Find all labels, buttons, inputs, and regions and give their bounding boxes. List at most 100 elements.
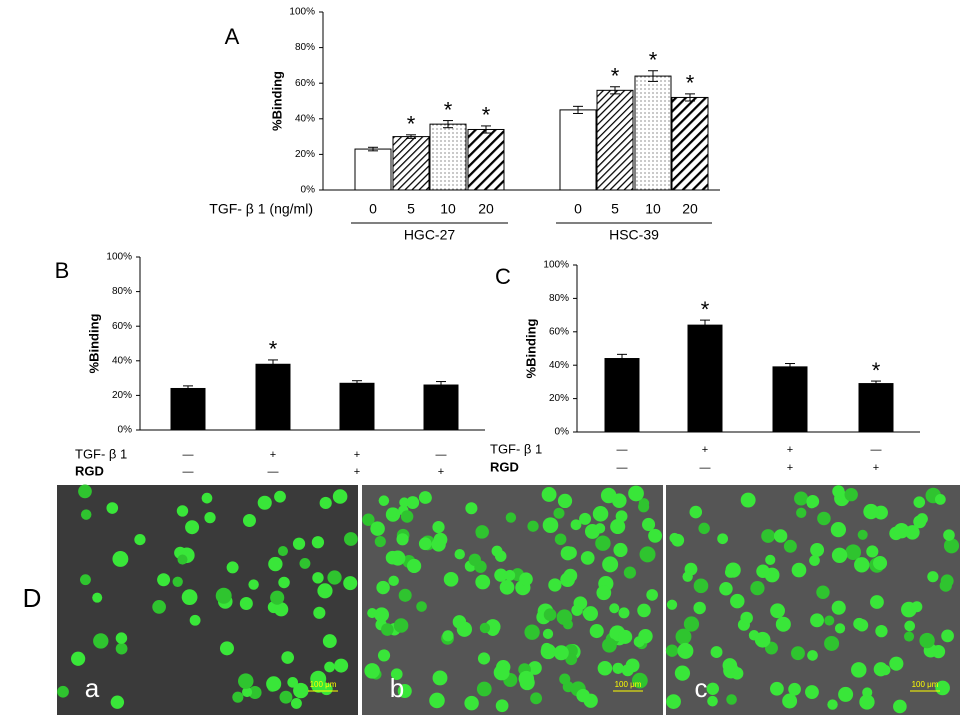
- cell: [290, 697, 302, 709]
- cell: [468, 553, 481, 566]
- cell: [827, 699, 838, 710]
- cell: [277, 546, 288, 557]
- cell: [248, 685, 262, 700]
- cell: [623, 566, 637, 579]
- cell: [556, 609, 573, 626]
- cell: [934, 494, 946, 505]
- cell: [773, 529, 788, 543]
- cell: [805, 685, 819, 699]
- cell: [677, 642, 694, 659]
- cell: [398, 588, 412, 602]
- cell: [370, 521, 385, 536]
- cell: [806, 498, 817, 509]
- cell: [493, 664, 510, 681]
- y-tick-label: 60%: [549, 326, 569, 337]
- row-mark: +: [787, 462, 793, 474]
- y-tick-label: 20%: [549, 393, 569, 404]
- cell: [580, 551, 595, 565]
- cell: [610, 518, 626, 535]
- cell: [477, 652, 491, 665]
- cell: [903, 631, 915, 642]
- x-tick-label: 10: [440, 201, 456, 217]
- y-tick-label: 80%: [295, 42, 315, 53]
- cell: [157, 573, 171, 587]
- significance-star: *: [701, 297, 710, 322]
- row-mark: —: [617, 444, 628, 456]
- cell: [675, 628, 692, 645]
- cell: [524, 624, 540, 640]
- cell: [204, 512, 216, 524]
- scale-bar-label: 100 μm: [912, 680, 939, 689]
- cell: [935, 680, 950, 696]
- cell: [838, 686, 854, 702]
- cell: [279, 690, 293, 704]
- cell: [189, 614, 201, 626]
- significance-star: *: [407, 112, 416, 137]
- cell: [376, 580, 390, 595]
- cell: [600, 487, 617, 504]
- bar: [858, 383, 894, 433]
- y-tick-label: 0%: [555, 427, 570, 438]
- cell: [717, 533, 729, 545]
- cell: [646, 589, 658, 601]
- cell: [317, 583, 333, 599]
- significance-star: *: [649, 48, 658, 73]
- cell: [638, 629, 653, 644]
- cell: [239, 597, 253, 611]
- cell: [573, 596, 588, 611]
- image-background: [57, 485, 358, 715]
- significance-star: *: [444, 97, 453, 122]
- cell: [172, 576, 183, 587]
- cell: [559, 673, 571, 685]
- row-mark: —: [183, 466, 194, 478]
- row-mark: +: [438, 466, 444, 478]
- cell: [639, 546, 656, 563]
- bar: [772, 366, 808, 433]
- cell: [465, 502, 478, 515]
- cell: [541, 642, 553, 654]
- cell: [219, 641, 234, 656]
- cell: [830, 521, 847, 538]
- cell: [791, 646, 805, 661]
- cell: [431, 537, 446, 552]
- cell: [393, 618, 409, 633]
- cell: [834, 623, 846, 634]
- cell: [824, 635, 840, 651]
- cell: [595, 535, 611, 551]
- cell: [628, 485, 644, 502]
- cell: [602, 556, 619, 573]
- bar: [634, 75, 672, 191]
- cell: [93, 633, 109, 649]
- cell: [454, 548, 465, 560]
- cell: [201, 492, 213, 504]
- cell: [134, 533, 146, 546]
- cell: [612, 662, 624, 674]
- cell: [543, 608, 557, 622]
- cell: [693, 578, 709, 594]
- cell: [177, 554, 188, 565]
- cell: [553, 645, 569, 661]
- cell: [719, 582, 733, 596]
- cell: [750, 580, 765, 596]
- cell: [809, 555, 820, 566]
- cell: [327, 570, 342, 585]
- cell: [707, 695, 718, 707]
- cell: [381, 623, 394, 636]
- cell: [845, 544, 862, 561]
- significance-star: *: [686, 71, 695, 96]
- cell: [406, 496, 420, 510]
- cell: [491, 545, 503, 557]
- cell: [274, 602, 289, 617]
- cell: [400, 510, 414, 523]
- cell: [880, 664, 891, 676]
- cell: [115, 632, 128, 644]
- cell: [943, 538, 960, 554]
- cell: [313, 606, 326, 619]
- cell: [740, 611, 753, 625]
- cell: [875, 624, 888, 638]
- cell: [564, 546, 577, 560]
- significance-star: *: [482, 103, 491, 128]
- bar: [170, 387, 206, 431]
- cell: [810, 543, 825, 557]
- cell: [939, 579, 952, 592]
